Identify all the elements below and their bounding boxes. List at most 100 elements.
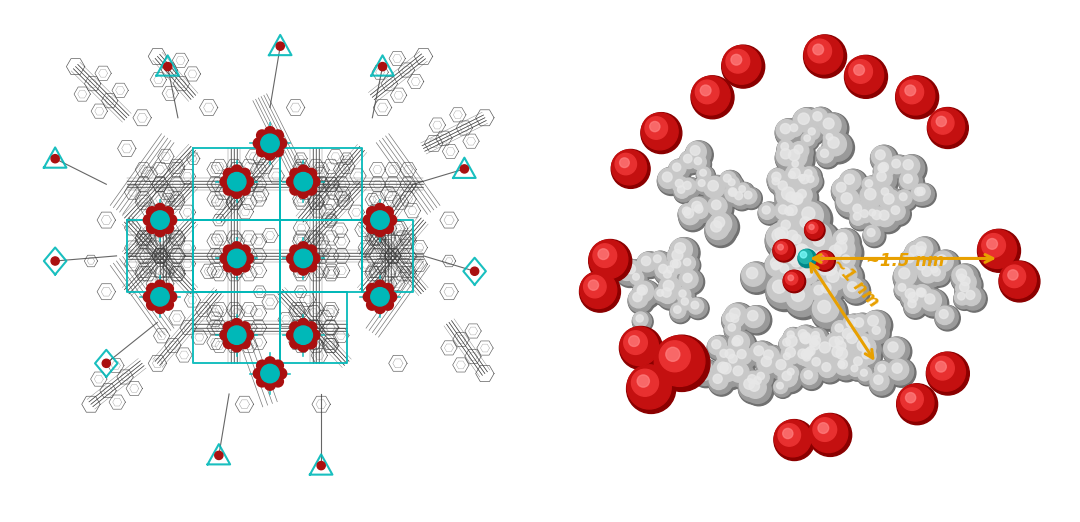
Circle shape [630, 270, 648, 290]
Circle shape [836, 187, 867, 219]
Circle shape [806, 347, 815, 355]
Circle shape [799, 265, 824, 290]
Circle shape [832, 337, 860, 364]
Circle shape [835, 241, 847, 254]
Circle shape [987, 239, 998, 250]
Circle shape [845, 55, 888, 98]
Circle shape [849, 313, 876, 340]
Text: ~1.5 nm: ~1.5 nm [866, 252, 945, 270]
Circle shape [789, 158, 802, 171]
Circle shape [765, 252, 799, 286]
Circle shape [847, 318, 855, 328]
Circle shape [272, 360, 284, 372]
Circle shape [726, 186, 745, 205]
Circle shape [675, 287, 694, 305]
Circle shape [831, 342, 863, 375]
Circle shape [286, 175, 298, 188]
Circle shape [835, 358, 852, 375]
Circle shape [916, 288, 924, 296]
Circle shape [653, 287, 673, 305]
Circle shape [861, 341, 869, 350]
Circle shape [777, 243, 785, 251]
Circle shape [725, 184, 743, 202]
Circle shape [636, 315, 644, 322]
Circle shape [798, 329, 807, 339]
Circle shape [878, 364, 886, 372]
Circle shape [917, 288, 927, 297]
Circle shape [999, 262, 1036, 298]
Circle shape [770, 245, 795, 269]
Circle shape [703, 175, 730, 203]
Circle shape [696, 177, 710, 191]
Circle shape [766, 222, 800, 258]
Circle shape [165, 291, 177, 303]
Circle shape [808, 353, 829, 376]
Circle shape [854, 65, 864, 75]
Circle shape [875, 206, 902, 234]
Circle shape [712, 340, 720, 349]
Circle shape [837, 233, 847, 244]
Circle shape [676, 287, 691, 302]
Circle shape [471, 267, 478, 275]
Circle shape [650, 252, 666, 268]
Circle shape [836, 348, 848, 359]
Circle shape [770, 257, 782, 269]
Circle shape [834, 356, 853, 375]
Circle shape [781, 203, 805, 227]
Circle shape [808, 328, 824, 345]
Circle shape [805, 336, 831, 361]
Circle shape [777, 145, 797, 166]
Circle shape [872, 146, 891, 166]
Circle shape [788, 275, 794, 281]
Circle shape [901, 285, 921, 305]
Circle shape [789, 251, 814, 276]
Circle shape [832, 333, 849, 350]
Circle shape [850, 353, 868, 371]
Circle shape [800, 334, 811, 344]
Circle shape [820, 342, 831, 353]
Circle shape [877, 172, 887, 181]
Circle shape [637, 285, 647, 295]
Circle shape [670, 160, 686, 177]
Circle shape [900, 171, 918, 189]
Circle shape [634, 283, 656, 305]
Circle shape [956, 269, 967, 279]
Circle shape [590, 240, 627, 279]
Circle shape [826, 134, 833, 140]
Circle shape [739, 186, 745, 192]
Circle shape [924, 294, 935, 304]
Circle shape [912, 284, 936, 308]
Circle shape [772, 280, 786, 293]
Circle shape [838, 252, 855, 268]
Circle shape [888, 156, 906, 174]
Circle shape [899, 170, 924, 196]
Circle shape [674, 183, 690, 198]
Circle shape [851, 365, 858, 372]
Circle shape [831, 333, 854, 356]
Circle shape [818, 256, 854, 293]
Circle shape [918, 263, 937, 283]
Circle shape [583, 275, 606, 298]
Circle shape [708, 211, 740, 243]
Circle shape [832, 321, 849, 338]
Circle shape [797, 254, 818, 275]
Circle shape [710, 212, 731, 235]
Circle shape [797, 346, 818, 366]
Circle shape [692, 201, 702, 211]
Circle shape [806, 336, 826, 357]
Circle shape [779, 367, 797, 387]
Circle shape [580, 271, 617, 309]
Circle shape [798, 113, 809, 124]
Circle shape [460, 165, 469, 173]
Circle shape [920, 289, 946, 316]
Circle shape [958, 292, 966, 300]
Circle shape [620, 326, 662, 370]
Circle shape [832, 343, 855, 367]
Circle shape [791, 239, 820, 268]
Circle shape [658, 276, 688, 306]
Circle shape [773, 379, 791, 397]
Circle shape [935, 306, 954, 325]
Circle shape [773, 240, 794, 260]
Circle shape [858, 346, 882, 371]
Circle shape [239, 184, 251, 196]
